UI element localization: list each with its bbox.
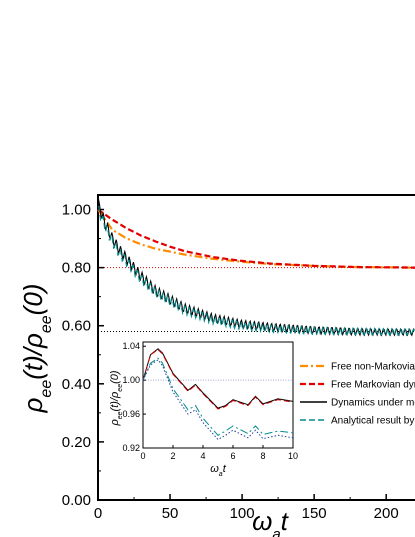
series-line-3 (98, 206, 415, 337)
inset-x-tick-label: 4 (200, 451, 205, 461)
y-tick-label: 0.60 (62, 318, 91, 335)
inset-x-axis-title: ωat (210, 463, 226, 478)
inset-x-tick-label: 6 (230, 451, 235, 461)
inset-series-line-1 (142, 348, 294, 410)
inset-y-tick-label: 0.92 (122, 443, 140, 453)
inset-background (105, 338, 299, 480)
inset-plot: 0.92 0.96 1.00 1.04 0 2 4 6 8 10 ωat ρee(t)/ρee(0) (105, 338, 299, 480)
y-axis-title: ρee(t)/ρee(0) (18, 284, 55, 414)
main-plot: 0.000.200.400.600.801.000 50 100 150 200ωatρ… (18, 194, 415, 537)
y-tick-label: 1.00 (62, 202, 91, 219)
series-line-0 (97, 208, 415, 269)
legend-label-0: Free non-Markovian (331, 362, 415, 373)
y-tick-label: 0.80 (62, 260, 91, 277)
legend-label-3: Analytical result by (331, 416, 414, 427)
inset-x-tick-label: 8 (260, 451, 265, 461)
inset-series-line-2 (142, 357, 294, 436)
inset-y-tick-label: 0.96 (122, 409, 140, 419)
x-tick-label: 0 (94, 505, 102, 522)
inset-frame (142, 341, 294, 449)
inset-y-axis-title: ρee(t)/ρee(0) (109, 370, 124, 426)
series-line-1 (97, 208, 415, 269)
x-axis-title: ωat (252, 506, 290, 537)
x-tick-label: 50 (162, 505, 179, 522)
y-tick-label: 0.40 (62, 376, 91, 393)
x-tick-label: 200 (374, 505, 399, 522)
inset-y-tick-label: 1.00 (122, 375, 140, 385)
y-tick-label: 0.00 (62, 492, 91, 509)
inset-y-tick-label: 1.04 (122, 341, 140, 351)
inset-series-line-0 (142, 348, 294, 409)
x-tick-label: 100 (230, 505, 255, 522)
plot-frame (97, 194, 415, 501)
x-tick-label: 150 (302, 505, 327, 522)
inset-x-tick-label: 10 (288, 451, 298, 461)
legend-label-2: Dynamics under me (331, 398, 415, 409)
inset-series-line-3 (142, 359, 294, 441)
legend-label-1: Free Markovian dyn (331, 380, 415, 391)
y-tick-label: 0.20 (62, 434, 91, 451)
inset-x-tick-label: 2 (170, 451, 175, 461)
legend: Free non-Markovian Free Markovian dyn Dyna… (300, 362, 415, 427)
inset-x-tick-label: 0 (140, 451, 145, 461)
